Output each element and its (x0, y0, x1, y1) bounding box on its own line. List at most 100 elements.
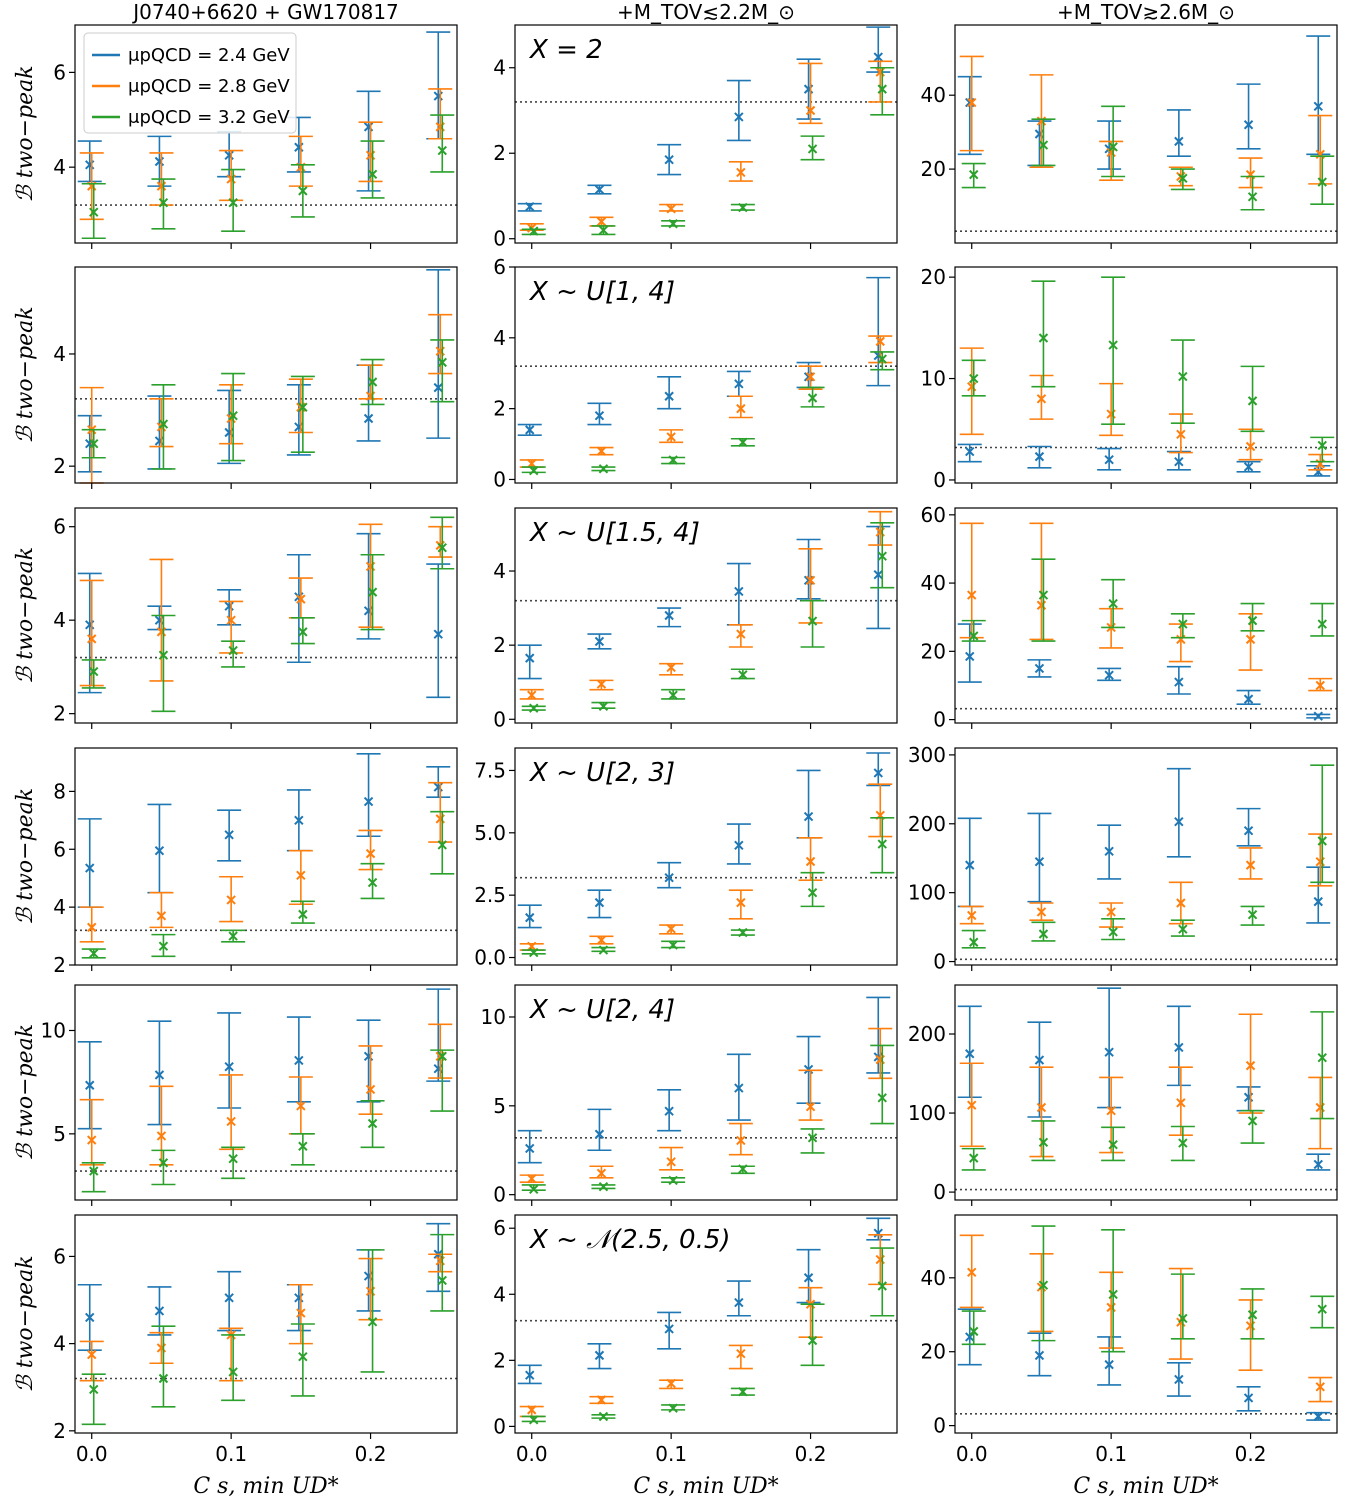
series-0 (77, 752, 451, 908)
data-point-marker (296, 1308, 306, 1318)
data-point-marker (1245, 1060, 1256, 1071)
data-point-marker (367, 169, 378, 179)
data-point-marker (529, 1184, 539, 1195)
series-0 (957, 623, 1331, 721)
data-point-marker (298, 186, 308, 196)
data-point-marker (873, 52, 883, 62)
data-point-marker (734, 586, 744, 597)
y-tick-label: 4 (53, 155, 66, 179)
y-tick-label: 6 (493, 255, 506, 279)
y-tick-label: 20 (921, 157, 946, 181)
data-point-marker (1247, 192, 1258, 202)
y-tick-label: 0 (493, 707, 506, 731)
data-point-marker (527, 458, 537, 469)
data-point-marker (1036, 394, 1047, 404)
panel-r5-c0: 2 4 6 0.0 0.1 0.2 ℬ two−peak (13, 1214, 458, 1466)
data-point-marker (367, 587, 378, 597)
data-point-marker (1038, 333, 1049, 343)
y-tick-label: 20 (921, 265, 946, 289)
data-point-marker (525, 425, 535, 435)
axes-frame (74, 984, 458, 1201)
series-1 (959, 347, 1333, 471)
series-2 (81, 516, 455, 713)
data-point-marker (1174, 1374, 1184, 1385)
data-point-marker (85, 1080, 95, 1090)
data-point-marker (158, 650, 169, 660)
data-point-marker (228, 410, 238, 421)
data-point-marker (298, 627, 308, 637)
data-point-marker (1243, 1393, 1254, 1403)
data-point-marker (666, 1157, 676, 1167)
series-1 (519, 510, 893, 700)
data-point-marker (967, 1100, 977, 1110)
data-point-marker (734, 112, 744, 122)
y-tick-label: 4 (53, 1332, 66, 1356)
data-point-marker (668, 219, 678, 229)
series-2 (81, 1049, 455, 1193)
x-tick-label: 0.2 (1235, 1442, 1267, 1466)
panel-distribution-label: X ~ U[1, 4] (528, 277, 675, 307)
data-point-marker (1038, 929, 1049, 939)
data-point-marker (365, 1084, 376, 1095)
axes-frame (74, 24, 458, 244)
y-tick-label: 2 (53, 702, 66, 726)
data-point-marker (738, 670, 748, 680)
data-point-marker (529, 703, 539, 713)
series-0 (77, 1222, 451, 1351)
data-point-marker (596, 679, 607, 689)
data-point-marker (877, 84, 887, 94)
data-point-marker (969, 937, 979, 947)
y-tick-label: 4 (493, 56, 506, 80)
data-point-marker (594, 1350, 605, 1361)
data-point-marker (1317, 1053, 1327, 1063)
data-point-marker (666, 924, 676, 934)
data-point-marker (1106, 1105, 1116, 1116)
data-point-marker (736, 403, 746, 414)
panel-r3-c1: 0.0 2.5 5.0 7.5 X ~ U[2, 3] (474, 747, 898, 971)
data-point-marker (598, 464, 609, 474)
y-axis-label: ℬ two−peak (13, 547, 38, 684)
series-1 (519, 60, 893, 233)
data-point-marker (807, 393, 818, 403)
series-0 (517, 276, 891, 436)
data-point-marker (296, 594, 306, 604)
data-point-marker (805, 105, 816, 116)
y-tick-label: 60 (921, 503, 946, 527)
y-axis-label: ℬ two−peak (13, 1024, 38, 1161)
y-tick-label: 0 (933, 1414, 946, 1438)
x-tick-label: 0.1 (1095, 1442, 1127, 1466)
data-point-marker (738, 202, 748, 213)
data-point-marker (596, 1168, 607, 1179)
data-point-marker (664, 391, 674, 401)
legend: μpQCD = 2.4 GeV μpQCD = 2.8 GeV μpQCD = 3.… (83, 32, 297, 134)
panel-r4-c0: 5 10ℬ two−peak (13, 984, 458, 1206)
data-point-marker (1247, 1116, 1258, 1126)
data-point-marker (228, 931, 238, 941)
y-tick-label: 40 (921, 1266, 946, 1290)
data-point-marker (877, 1281, 887, 1291)
axes-frame (954, 266, 1338, 484)
data-point-marker (1245, 860, 1256, 870)
data-point-marker (1313, 896, 1323, 907)
panel-r5-c1: 0 2 4 6 0.0 0.1 0.2 X ~ 𝒩(2.5, 0.5) (493, 1214, 898, 1466)
series-0 (517, 996, 891, 1164)
data-point-marker (668, 1403, 678, 1413)
data-point-marker (226, 1116, 236, 1127)
data-point-marker (598, 945, 609, 955)
data-point-marker (294, 1055, 304, 1066)
data-point-marker (89, 948, 99, 959)
data-point-marker (1313, 101, 1323, 111)
data-point-marker (228, 1153, 238, 1164)
data-point-marker (1247, 1310, 1258, 1320)
y-tick-label: 100 (908, 1101, 946, 1125)
data-point-marker (666, 1378, 676, 1389)
data-point-marker (877, 839, 887, 849)
series-1 (519, 1027, 893, 1184)
data-point-marker (664, 610, 674, 621)
y-tick-label: 4 (53, 342, 66, 366)
data-point-marker (734, 1297, 744, 1308)
y-tick-label: 2 (53, 454, 66, 478)
data-point-marker (1174, 677, 1184, 687)
y-tick-label: 40 (921, 571, 946, 595)
y-tick-label: 10 (41, 1018, 66, 1042)
